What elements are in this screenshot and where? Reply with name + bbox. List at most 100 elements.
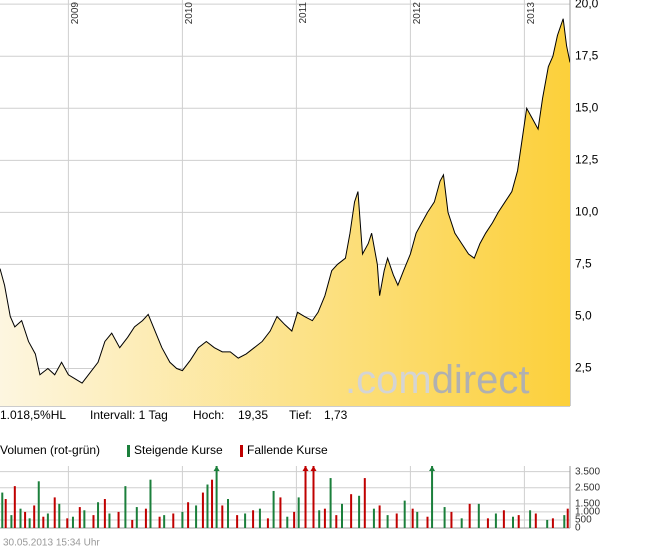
volume-bar — [443, 507, 446, 528]
volume-bar — [286, 516, 289, 528]
volume-bar — [53, 497, 56, 528]
volume-bar — [395, 513, 398, 528]
volume-bar — [19, 508, 22, 528]
volume-bar — [227, 499, 229, 528]
volume-bar — [58, 503, 61, 528]
watermark: .comdirect — [345, 358, 530, 402]
x-tick-label: 2013 — [526, 2, 537, 25]
volume-bar — [494, 513, 497, 528]
volume-bar — [158, 516, 161, 528]
volume-bar — [468, 503, 471, 528]
y-tick-label: 1.500 — [575, 498, 600, 509]
volume-bar — [335, 515, 338, 528]
volume-bar — [252, 510, 255, 528]
volume-bar — [341, 503, 343, 528]
volume-bar — [534, 513, 537, 528]
volume-bar — [13, 486, 16, 528]
volume-bar — [211, 479, 214, 528]
volume-bar — [10, 515, 13, 528]
volume-bar — [266, 518, 269, 528]
volume-bar — [563, 515, 566, 528]
volume-bar — [426, 516, 429, 528]
interval: Intervall: 1 Tag — [90, 408, 168, 422]
volume-bar — [215, 466, 218, 528]
volume-bar — [403, 500, 406, 528]
legend-swatch — [127, 445, 130, 457]
volume-bar — [502, 510, 505, 528]
y-tick-label: 7,5 — [575, 257, 592, 271]
volume-bar — [46, 513, 49, 528]
volume-bar — [187, 502, 190, 528]
overflow-arrow — [429, 466, 436, 471]
plot — [1, 466, 569, 528]
volume-bar — [24, 511, 27, 528]
volume-bar — [172, 513, 175, 528]
y-tick-label: 15,0 — [575, 100, 599, 114]
volume-bar — [78, 507, 81, 528]
volume-bar — [83, 510, 86, 528]
low-label: Tief: — [289, 408, 312, 422]
volume-bar — [329, 478, 332, 528]
volume-bar — [66, 518, 69, 528]
volume-bar — [304, 466, 307, 528]
y-tick-label: 0 — [575, 523, 581, 534]
watermark-brand: direct — [432, 358, 530, 402]
volume-bar — [135, 507, 138, 528]
overflow-arrow — [310, 466, 317, 471]
x-tick-label: 2012 — [412, 2, 423, 25]
low: 1,73 — [324, 408, 348, 422]
legend-label: Steigende Kurse — [134, 443, 223, 457]
volume-bar — [372, 508, 375, 528]
y-tick-label: 2.500 — [575, 482, 600, 493]
y-tick-label: 10,0 — [575, 205, 599, 219]
volume-bar — [108, 513, 111, 528]
volume-bar — [195, 505, 198, 528]
volume-bar — [124, 486, 127, 528]
legend-swatch — [240, 445, 243, 457]
y-tick-label: 5,0 — [575, 309, 592, 323]
volume-bar — [163, 515, 166, 528]
volume-bar — [201, 492, 204, 528]
volume-bar — [4, 499, 7, 528]
volume-bar — [350, 494, 353, 528]
x-tick-label: 2011 — [298, 2, 309, 24]
volume-bar — [144, 508, 147, 528]
volume-bar — [460, 518, 463, 528]
volume-bar — [258, 508, 261, 528]
volume-bar — [517, 515, 520, 528]
volume-bar — [181, 511, 184, 528]
volume-bar — [28, 518, 31, 528]
volume-bar — [71, 516, 74, 528]
volume-bar — [244, 513, 247, 528]
volume-bar — [512, 516, 514, 528]
volume-bar — [378, 505, 381, 528]
volume-bar — [236, 515, 239, 528]
volume-bar — [546, 519, 549, 528]
volume-bar — [312, 466, 315, 528]
overflow-arrow — [302, 466, 309, 471]
y-tick-label: 3.500 — [575, 466, 600, 477]
volume-bar — [279, 497, 282, 528]
volume-bar — [486, 518, 489, 528]
volume-title: Volumen (rot-grün) — [0, 443, 100, 457]
volume-bar — [529, 510, 532, 528]
y-tick-label: 2,5 — [575, 361, 592, 375]
volume-bar — [293, 511, 296, 528]
volume-bar — [551, 518, 554, 528]
legend-label: Fallende Kurse — [247, 443, 328, 457]
volume-bar — [1, 492, 4, 528]
volume-bar — [411, 508, 414, 528]
plot — [0, 18, 570, 406]
volume-bar — [363, 478, 366, 528]
volume-bar — [37, 481, 40, 528]
x-tick-label: 2009 — [70, 2, 81, 25]
x-tick-label: 2010 — [184, 2, 195, 25]
y-tick-label: 12,5 — [575, 152, 599, 166]
y-tick-label: 500 — [575, 515, 592, 526]
volume-bar — [416, 511, 419, 528]
volume-bar — [431, 466, 434, 528]
volume-bar — [450, 511, 453, 528]
volume-bar — [117, 511, 120, 528]
volume-bar — [103, 499, 106, 528]
